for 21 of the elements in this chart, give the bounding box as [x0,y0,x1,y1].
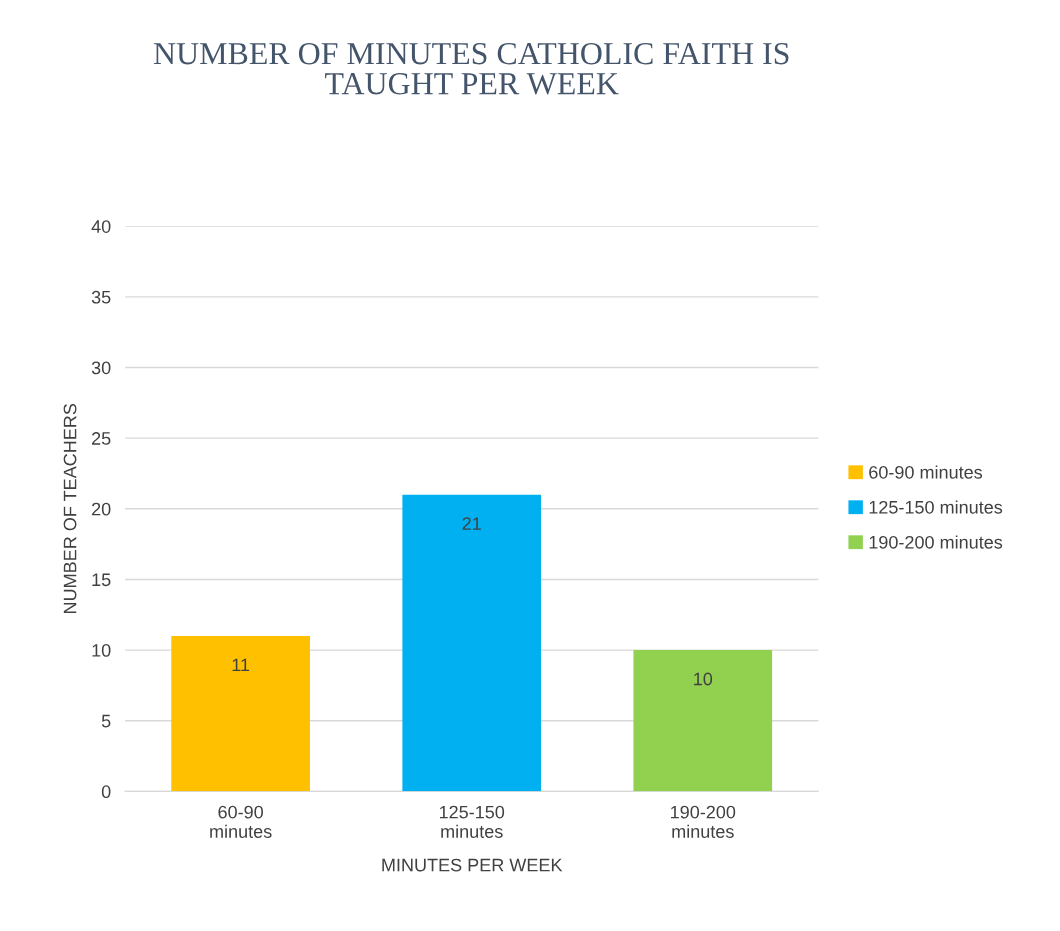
data-label: 11 [232,658,250,672]
x-tick-label: 190-200 minutes [671,805,736,838]
legend-label: 60-90 minutes [869,465,983,479]
y-tick-label: 40 [91,220,111,233]
x-tick-label: 125-150 minutes [439,805,505,838]
legend-label: 190-200 minutes [869,535,1003,549]
y-axis-title: NUMBER OF TEACHERS [63,403,77,613]
y-tick-label: 0 [101,785,111,799]
y-tick-label: 35 [91,290,111,304]
y-tick-label: 5 [101,714,111,728]
y-tick-label: 15 [92,573,111,587]
y-tick-label: 20 [92,502,111,516]
x-tick-label: 60-90 minutes [210,805,272,838]
y-tick-label: 30 [91,361,111,375]
y-tick-label: 25 [92,432,111,445]
x-axis-title: MINUTES PER WEEK [382,858,563,872]
legend-label: 125-150 minutes [869,500,1003,514]
data-label: 21 [462,517,481,530]
data-label: 10 [694,672,713,686]
y-tick-label: 10 [92,644,111,657]
chart-title: NUMBER OF MINUTES CATHOLIC FAITH IS TAUGHT PER WEEK [153,42,789,95]
